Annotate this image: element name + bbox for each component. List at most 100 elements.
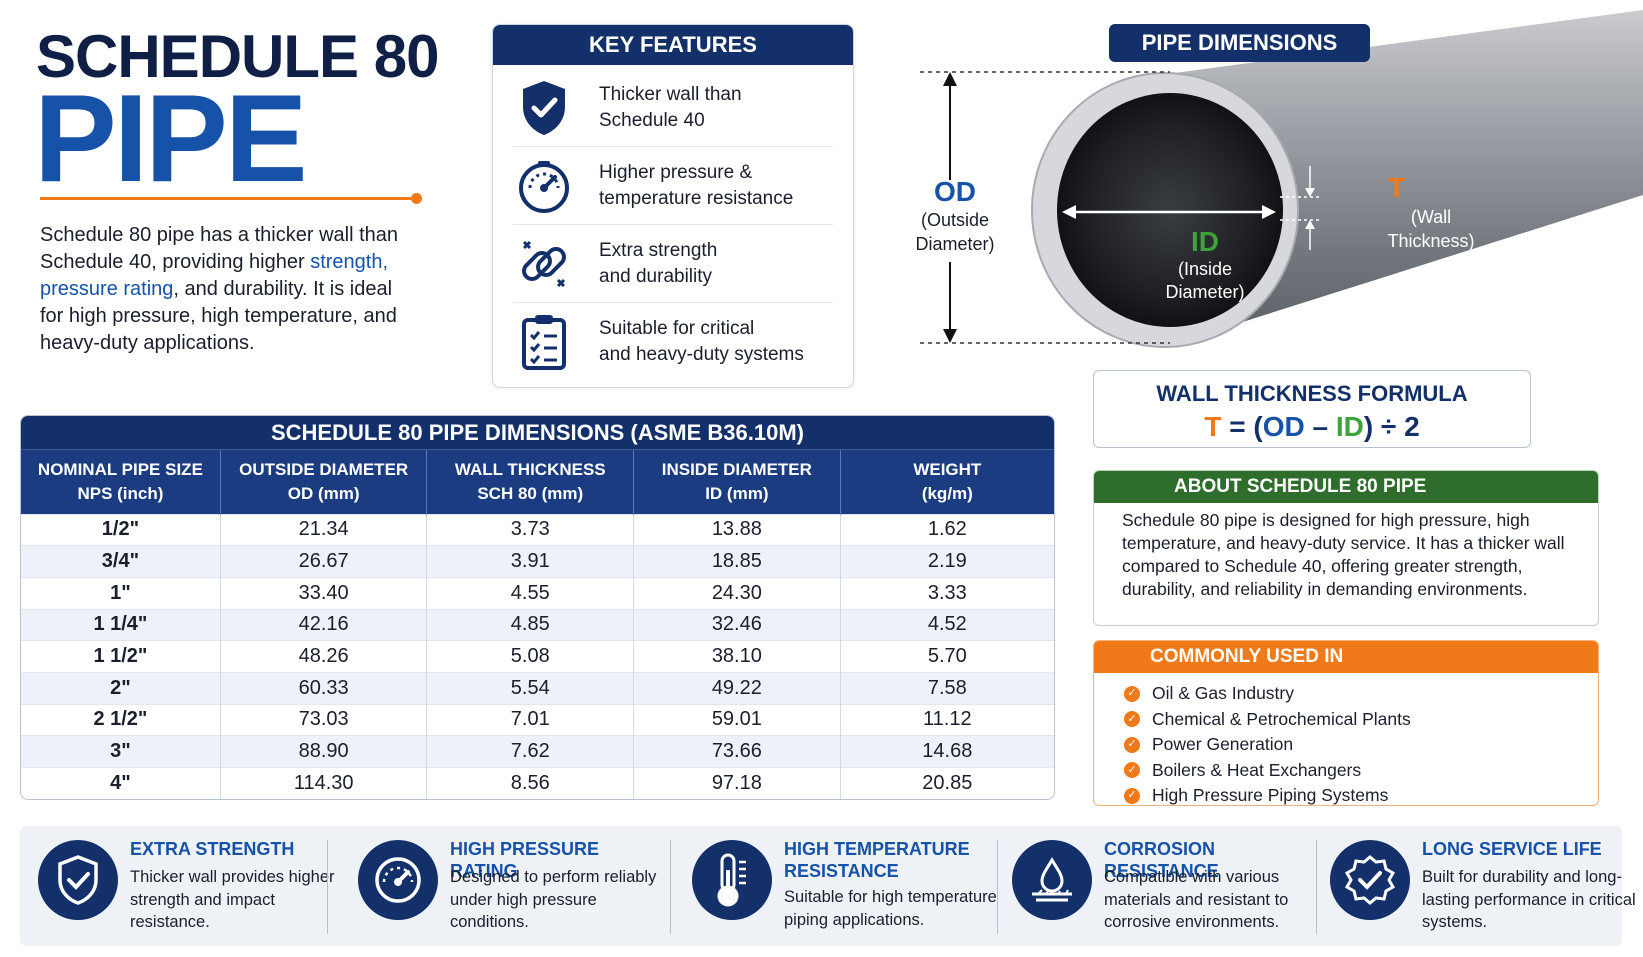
- id-description: (Inside Diameter): [1165, 259, 1245, 302]
- table-row: 3/4" 26.67 3.91 18.85 2.19: [21, 545, 1054, 578]
- nps-cell: 1/2": [21, 513, 221, 546]
- uses-list: ✓ Oil & Gas Industry ✓ Chemical & Petroche…: [1094, 673, 1598, 809]
- key-feature-line1: Higher pressure &: [599, 161, 753, 183]
- table-cell: 21.34: [220, 513, 428, 546]
- gauge-icon: [358, 840, 438, 920]
- benefit-item: HIGH TEMPERATURE RESISTANCE Suitable for …: [682, 826, 1002, 946]
- thermometer-icon: [692, 840, 772, 920]
- benefit-divider: [670, 840, 671, 934]
- key-feature-item: Thicker wall than Schedule 40: [513, 69, 833, 147]
- key-feature-line2: temperature resistance: [599, 187, 794, 209]
- intro-text-2: , and durability. It is ideal for high p…: [40, 278, 397, 354]
- table-cell: 3.73: [426, 513, 635, 546]
- t-description: (Wall Thickness): [1387, 207, 1475, 251]
- column-header: OUTSIDE DIAMETER OD (mm): [220, 450, 428, 514]
- table-cell: 73.03: [220, 703, 428, 736]
- formula-minus: –: [1304, 411, 1336, 442]
- benefit-title: LONG SERVICE LIFE: [1422, 839, 1602, 859]
- title-divider-dot: [411, 193, 422, 204]
- table-cell: 59.01: [633, 703, 841, 736]
- table-row: 2 1/2" 73.03 7.01 59.01 11.12: [21, 703, 1054, 736]
- nps-cell: 1": [21, 576, 221, 610]
- intro-paragraph: Schedule 80 pipe has a thicker wall than…: [40, 222, 420, 357]
- key-feature-line2: Schedule 40: [599, 109, 705, 131]
- key-feature-line2: and heavy-duty systems: [599, 344, 804, 365]
- table-cell: 13.88: [633, 513, 841, 546]
- water-drop-icon: [1012, 840, 1092, 920]
- benefit-item: HIGH PRESSURE RATING Designed to perform…: [348, 826, 656, 946]
- key-feature-line1: Suitable for critical: [599, 318, 755, 339]
- benefit-description: Built for durability and long-lasting pe…: [1422, 868, 1636, 931]
- benefit-title: CORROSION RESISTANCE: [1104, 839, 1219, 881]
- benefit-description: Compatible with various materials and re…: [1104, 868, 1289, 931]
- nps-cell: 1 1/4": [21, 608, 221, 641]
- nps-cell: 2 1/2": [21, 703, 221, 736]
- chain-link-icon: [513, 233, 575, 295]
- intro-highlight: strength, pressure rating: [40, 251, 389, 300]
- column-header: WEIGHT (kg/m): [840, 450, 1054, 514]
- table-cell: 88.90: [220, 735, 428, 768]
- nps-cell: 4": [21, 767, 221, 800]
- table-cell: 1.62: [840, 513, 1054, 546]
- shield-check-icon: [513, 77, 575, 139]
- benefit-divider: [327, 840, 328, 934]
- od-label: OD: [934, 176, 976, 207]
- formula-t: T: [1204, 411, 1222, 442]
- check-icon: ✓: [1124, 685, 1140, 702]
- badge-check-icon: [1330, 840, 1410, 920]
- intro-text-1: Schedule 80 pipe has a thicker wall than…: [40, 224, 399, 273]
- uses-list-item: ✓ Power Generation: [1124, 732, 1598, 758]
- benefit-title: EXTRA STRENGTH: [130, 839, 295, 859]
- benefit-item: EXTRA STRENGTH Thicker wall provides hig…: [28, 826, 335, 946]
- shield-check-icon: [38, 840, 118, 920]
- table-cell: 8.56: [426, 767, 635, 800]
- od-description: (Outside Diameter): [915, 210, 995, 254]
- table-cell: 26.67: [220, 545, 428, 578]
- table-title: SCHEDULE 80 PIPE DIMENSIONS (ASME B36.10…: [21, 416, 1054, 450]
- table-cell: 33.40: [220, 576, 428, 610]
- nps-cell: 2": [21, 671, 221, 705]
- column-header: WALL THICKNESS SCH 80 (mm): [426, 450, 635, 514]
- column-header: NOMINAL PIPE SIZE NPS (inch): [21, 450, 221, 514]
- uses-card: COMMONLY USED IN ✓ Oil & Gas Industry ✓ Ch…: [1093, 640, 1599, 806]
- nps-cell: 3/4": [21, 545, 221, 578]
- key-feature-line2: and durability: [599, 265, 713, 287]
- uses-list-item: ✓ Chemical & Petrochemical Plants: [1124, 707, 1598, 733]
- table-cell: 14.68: [840, 735, 1054, 768]
- table-cell: 7.58: [840, 671, 1054, 705]
- nps-cell: 3": [21, 735, 221, 768]
- key-feature-item: Suitable for critical and heavy-duty syst…: [513, 303, 833, 381]
- table-row: 1 1/2" 48.26 5.08 38.10 5.70: [21, 640, 1054, 673]
- table-cell: 73.66: [633, 735, 841, 768]
- table-row: 4" 114.30 8.56 97.18 20.85: [21, 767, 1054, 800]
- formula-od: OD: [1262, 411, 1305, 442]
- clipboard-checklist-icon: [513, 311, 575, 373]
- table-cell: 7.01: [426, 703, 635, 736]
- table-cell: 48.26: [220, 640, 428, 673]
- dimensions-table: SCHEDULE 80 PIPE DIMENSIONS (ASME B36.10…: [20, 415, 1055, 801]
- table-cell: 49.22: [633, 671, 841, 705]
- table-cell: 97.18: [633, 767, 841, 800]
- table-row: 1 1/4" 42.16 4.85 32.46 4.52: [21, 608, 1054, 641]
- column-header: INSIDE DIAMETER ID (mm): [633, 450, 841, 514]
- uses-heading: COMMONLY USED IN: [1094, 641, 1598, 673]
- table-header-row: NOMINAL PIPE SIZE NPS (inch) OUTSIDE DIAM…: [21, 450, 1054, 514]
- benefit-item: LONG SERVICE LIFE Built for durability a…: [1320, 826, 1636, 946]
- benefit-description: Designed to perform reliably under high …: [450, 868, 657, 931]
- table-cell: 24.30: [633, 576, 841, 610]
- table-cell: 2.19: [840, 545, 1054, 578]
- formula-id: ID: [1335, 411, 1364, 442]
- id-label: ID: [1191, 226, 1219, 257]
- uses-list-item: ✓ Boilers & Heat Exchangers: [1124, 758, 1598, 784]
- table-cell: 5.54: [426, 671, 635, 705]
- benefit-divider: [1316, 840, 1317, 934]
- formula-heading: WALL THICKNESS FORMULA: [1156, 381, 1468, 406]
- formula-eq-sign: = (: [1221, 411, 1263, 442]
- check-icon: ✓: [1124, 762, 1140, 779]
- pipe-dimensions-heading: PIPE DIMENSIONS: [1109, 24, 1370, 62]
- benefit-description: Thicker wall provides higher strength an…: [130, 868, 335, 931]
- title-divider: [40, 197, 418, 200]
- page-title-pipe: PIPE: [34, 70, 308, 208]
- table-cell: 32.46: [633, 608, 841, 641]
- table-row: 1/2" 21.34 3.73 13.88 1.62: [21, 513, 1054, 546]
